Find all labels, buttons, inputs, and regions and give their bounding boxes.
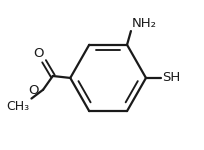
Text: SH: SH	[162, 71, 180, 84]
Text: NH₂: NH₂	[131, 17, 156, 30]
Text: O: O	[29, 84, 39, 97]
Text: O: O	[33, 47, 43, 60]
Text: CH₃: CH₃	[6, 100, 29, 112]
